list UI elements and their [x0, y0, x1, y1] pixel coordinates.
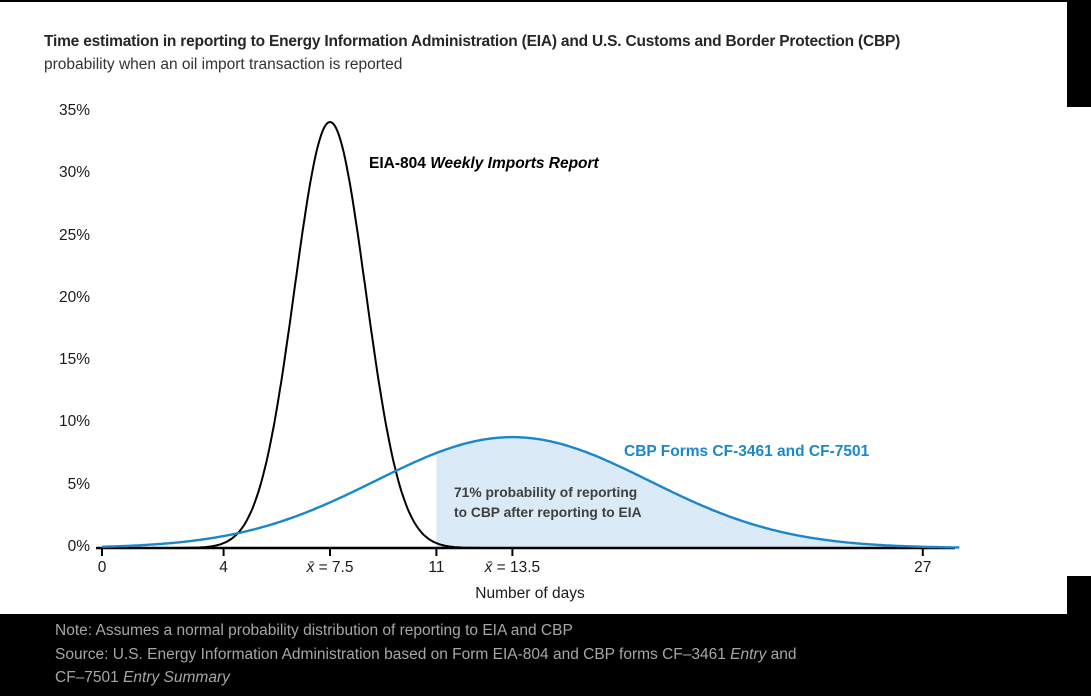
x-axis-title: Number of days [475, 585, 585, 602]
shaded-region-annotation: 71% probability of reporting to CBP afte… [454, 483, 642, 523]
y-axis-label-30%: 30% [58, 164, 90, 182]
x-axis-label-day-11: 11 [428, 559, 445, 576]
eia-series-label: EIA-804 Weekly Imports Report [369, 155, 599, 173]
cbp-shaded-area [436, 437, 960, 548]
x-axis-label-day-7.5: x̄ = 7.5 [306, 559, 354, 576]
y-axis-label-10%: 10% [58, 413, 90, 431]
x-axis-label-day-4: 4 [219, 559, 228, 576]
footer-text: Note: Assumes a normal probability distr… [55, 619, 797, 690]
chart-title: Time estimation in reporting to Energy I… [44, 33, 901, 50]
y-axis-label-25%: 25% [58, 226, 90, 244]
eia-curve [171, 120, 489, 549]
bottom-right-black-block [1067, 576, 1091, 616]
x-axis-label-day-0: 0 [97, 559, 107, 576]
eia-series-label-italic: Weekly Imports Report [430, 155, 599, 172]
y-axis-label-35%: 35% [58, 102, 90, 119]
chart-subtitle: probability when an oil import transacti… [44, 56, 403, 73]
footer-source-line-2: CF–7501 Entry Summary [55, 669, 230, 686]
cbp-curve [101, 435, 960, 549]
top-right-black-block [1067, 0, 1091, 107]
cbp-series-label: CBP Forms CF-3461 and CF-7501 [624, 443, 870, 460]
y-axis-label-5%: 5% [67, 475, 90, 493]
annotation-line-2: to CBP after reporting to EIA [454, 505, 642, 520]
y-axis-label-20%: 20% [58, 288, 90, 306]
eia-series-label-prefix: EIA-804 [369, 155, 426, 172]
y-axis-label-0%: 0% [67, 538, 90, 555]
top-border-bar [0, 0, 1091, 2]
x-axis-ticks [101, 548, 924, 556]
x-axis-label-day-27: 27 [914, 559, 932, 576]
footer-band: Note: Assumes a normal probability distr… [0, 614, 1091, 696]
y-axis-label-15%: 15% [58, 351, 90, 369]
x-axis-label-day-13.5: x̄ = 13.5 [484, 559, 541, 576]
footer-source-line-1: Source: U.S. Energy Information Administ… [55, 645, 797, 663]
footer-note-line: Note: Assumes a normal probability distr… [55, 622, 573, 639]
annotation-line-1: 71% probability of reporting [454, 485, 638, 500]
